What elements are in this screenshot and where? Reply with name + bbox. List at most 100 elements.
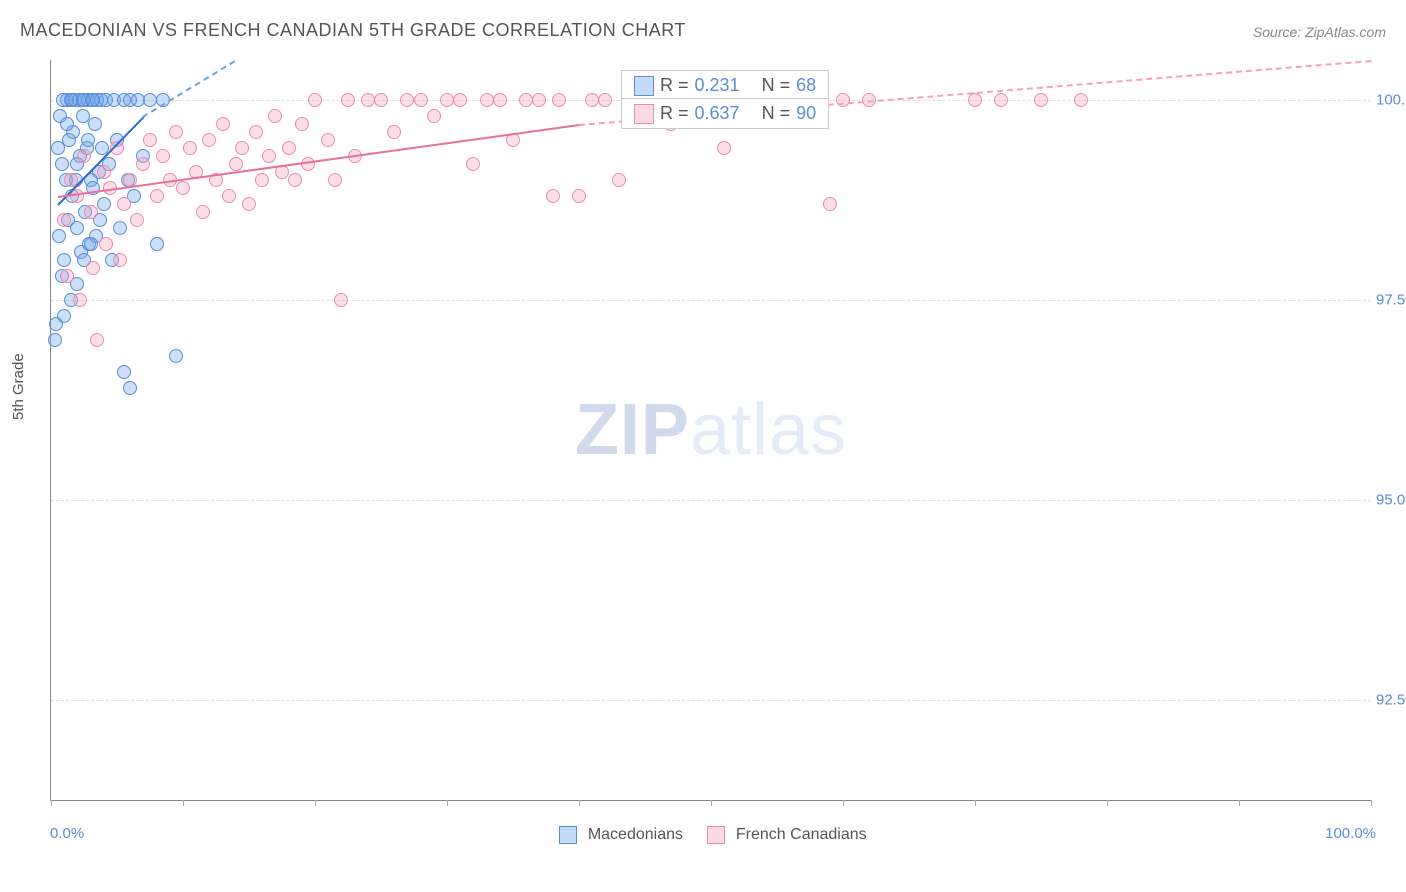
data-point <box>97 165 111 179</box>
data-point <box>532 93 546 107</box>
data-point <box>612 173 626 187</box>
data-point <box>361 93 375 107</box>
data-point <box>117 197 131 211</box>
data-point <box>176 181 190 195</box>
x-tick <box>711 800 712 806</box>
data-point <box>328 173 342 187</box>
trend-line <box>142 60 236 119</box>
data-point <box>268 109 282 123</box>
data-point <box>308 93 322 107</box>
gridline <box>51 700 1371 701</box>
y-tick-label: 92.5% <box>1376 692 1406 709</box>
data-point <box>334 293 348 307</box>
x-tick <box>579 800 580 806</box>
data-point <box>585 93 599 107</box>
data-point <box>288 173 302 187</box>
data-point <box>156 149 170 163</box>
data-point <box>493 93 507 107</box>
data-point <box>440 93 454 107</box>
data-point <box>123 381 137 395</box>
data-point <box>52 229 66 243</box>
data-point <box>86 261 100 275</box>
x-tick <box>843 800 844 806</box>
data-point <box>117 365 131 379</box>
data-point <box>60 117 74 131</box>
data-point <box>255 173 269 187</box>
data-point <box>341 93 355 107</box>
data-point <box>84 237 98 251</box>
data-point <box>249 125 263 139</box>
x-tick <box>51 800 52 806</box>
data-point <box>235 141 249 155</box>
data-point <box>242 197 256 211</box>
data-point <box>427 109 441 123</box>
stat-r-value: 0.231 <box>695 75 740 96</box>
y-tick-label: 100.0% <box>1376 92 1406 109</box>
data-point <box>57 253 71 267</box>
data-point <box>295 117 309 131</box>
stat-n-label: N = <box>762 103 791 124</box>
data-point <box>282 141 296 155</box>
data-point <box>60 269 74 283</box>
data-point <box>130 213 144 227</box>
data-point <box>453 93 467 107</box>
stat-r-value: 0.637 <box>695 103 740 124</box>
legend-label-french-canadians: French Canadians <box>736 826 867 843</box>
x-tick <box>975 800 976 806</box>
legend-swatch-macedonians <box>559 826 577 844</box>
data-point <box>196 205 210 219</box>
data-point <box>113 253 127 267</box>
stat-n-value: 90 <box>796 103 816 124</box>
x-tick <box>447 800 448 806</box>
data-point <box>86 93 100 107</box>
data-point <box>598 93 612 107</box>
data-point <box>73 293 87 307</box>
data-point <box>216 117 230 131</box>
data-point <box>143 93 157 107</box>
legend-swatch-french-canadians <box>707 826 725 844</box>
data-point <box>136 157 150 171</box>
data-point <box>321 133 335 147</box>
data-point <box>48 333 62 347</box>
data-point <box>994 93 1008 107</box>
chart-title: MACEDONIAN VS FRENCH CANADIAN 5TH GRADE … <box>20 20 686 41</box>
y-tick-label: 97.5% <box>1376 292 1406 309</box>
data-point <box>150 189 164 203</box>
scatter-plot: ZIPatlas 92.5%95.0%97.5%100.0%R =0.231N … <box>50 60 1371 801</box>
data-point <box>572 189 586 203</box>
stat-r-label: R = <box>660 75 689 96</box>
y-axis-label: 5th Grade <box>10 353 27 420</box>
data-point <box>169 125 183 139</box>
x-tick <box>1239 800 1240 806</box>
watermark: ZIPatlas <box>575 389 847 471</box>
stat-n-value: 68 <box>796 75 816 96</box>
data-point <box>57 213 71 227</box>
series-legend: Macedonians French Canadians <box>0 826 1406 844</box>
data-point <box>466 157 480 171</box>
x-tick <box>1371 800 1372 806</box>
gridline <box>51 300 1371 301</box>
data-point <box>262 149 276 163</box>
stat-swatch <box>634 104 654 124</box>
data-point <box>414 93 428 107</box>
data-point <box>97 197 111 211</box>
data-point <box>81 133 95 147</box>
x-tick <box>1107 800 1108 806</box>
data-point <box>169 349 183 363</box>
data-point <box>1034 93 1048 107</box>
data-point <box>55 157 69 171</box>
data-point <box>77 149 91 163</box>
data-point <box>90 333 104 347</box>
legend-label-macedonians: Macedonians <box>588 826 683 843</box>
data-point <box>374 93 388 107</box>
data-point <box>222 189 236 203</box>
data-point <box>143 133 157 147</box>
data-point <box>400 93 414 107</box>
data-point <box>113 221 127 235</box>
data-point <box>183 141 197 155</box>
data-point <box>84 205 98 219</box>
data-point <box>202 133 216 147</box>
stat-swatch <box>634 76 654 96</box>
data-point <box>823 197 837 211</box>
data-point <box>99 237 113 251</box>
